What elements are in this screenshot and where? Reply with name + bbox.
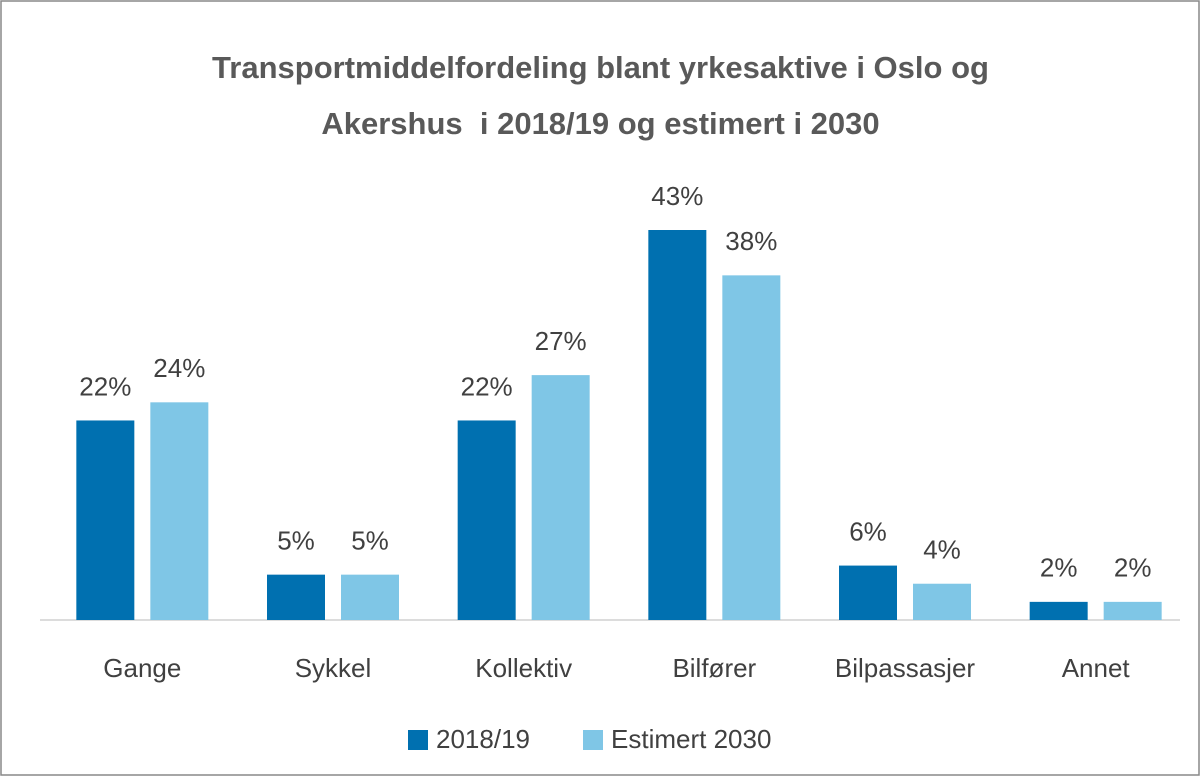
chart-title: Transportmiddelfordeling blant yrkesakti… [212,50,997,141]
x-tick-label: Annet [1062,653,1131,683]
bar [1103,601,1162,620]
bar [267,574,325,620]
bar [839,565,897,620]
legend-swatch [583,730,603,750]
data-label: 5% [277,526,315,556]
bar [648,230,707,620]
legend-label: 2018/19 [436,724,530,754]
bar [913,583,971,620]
bar [76,420,135,620]
data-label: 43% [651,181,703,211]
data-label: 6% [849,516,887,546]
x-tick-label: Bilpassasjer [835,653,976,683]
legend-label: Estimert 2030 [611,724,771,754]
bar [722,275,781,620]
data-label: 4% [923,535,961,565]
title-box: Transportmiddelfordeling blant yrkesakti… [0,40,1201,152]
data-label: 24% [153,353,205,383]
data-label: 2% [1040,553,1078,583]
data-label: 22% [461,371,513,401]
x-tick-label: Kollektiv [475,653,572,683]
bar [341,574,399,620]
legend-swatch [408,730,428,750]
bar [150,402,209,620]
data-label: 38% [725,226,777,256]
data-label: 2% [1114,553,1152,583]
x-tick-label: Gange [103,653,181,683]
bar [457,420,516,620]
data-label: 5% [351,526,389,556]
x-tick-label: Sykkel [295,653,372,683]
bar [531,375,590,620]
data-label: 27% [535,326,587,356]
bar [1029,601,1088,620]
data-label: 22% [79,371,131,401]
x-tick-label: Bilfører [672,653,756,683]
